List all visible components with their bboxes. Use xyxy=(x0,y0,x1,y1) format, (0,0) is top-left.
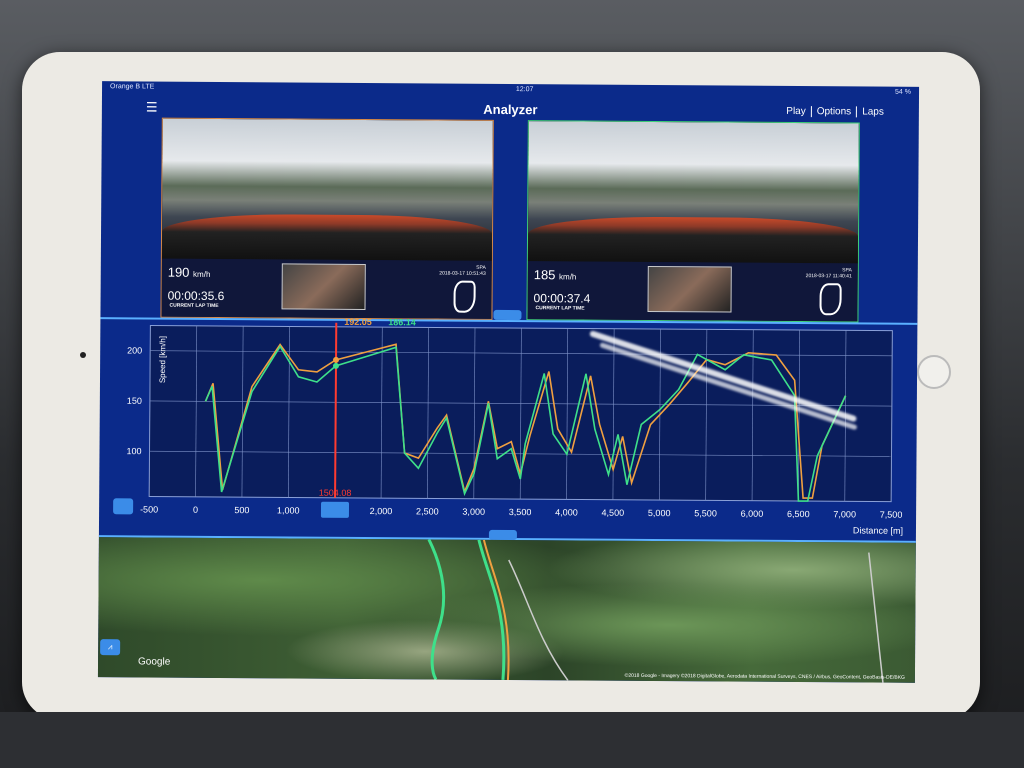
road xyxy=(868,552,884,683)
track-line-green xyxy=(427,538,446,681)
track-overlay xyxy=(427,538,884,683)
grid-line-x xyxy=(566,328,569,500)
distance-cursor xyxy=(334,322,338,498)
incar-camera xyxy=(281,263,366,310)
speed-unit: km/h xyxy=(193,269,211,279)
lap-time: 00:00:37.4 xyxy=(533,291,591,306)
grid-line-x xyxy=(380,327,383,499)
x-tick-label: -500 xyxy=(140,504,158,514)
video-lap-1[interactable]: 190 km/h 00:00:35.6 CURRENT LAP TIME SPA… xyxy=(160,117,494,320)
track-line-orange xyxy=(482,539,510,681)
speed-chart[interactable]: -50005001,0001,5002,0002,5003,0003,5004,… xyxy=(99,311,918,545)
track-info: SPA 2018-03-17 10:51:43 xyxy=(439,265,486,277)
grid-line-y xyxy=(149,450,892,457)
road xyxy=(508,559,569,681)
speed-series-1 xyxy=(204,343,847,499)
speed-value: 190 xyxy=(167,264,190,280)
lap-time: 00:00:35.6 xyxy=(167,288,225,304)
grid-line-y xyxy=(149,400,892,407)
x-tick-label: 5,000 xyxy=(648,508,671,518)
options-button[interactable]: Options xyxy=(810,106,857,118)
cursor-value-2: 186.14 xyxy=(388,317,416,327)
incar-camera xyxy=(647,265,732,313)
cursor-label: 1504.08 xyxy=(319,488,352,498)
grid-line-x xyxy=(890,330,893,502)
x-tick-label: 3,000 xyxy=(462,507,485,517)
x-tick-label: 7,500 xyxy=(880,510,903,520)
carrier: Orange B LTE xyxy=(110,83,155,91)
cursor-value-1: 192.05 xyxy=(344,317,372,327)
grid-line-x xyxy=(241,326,244,498)
x-tick-label: 6,500 xyxy=(787,509,810,519)
cursor-marker xyxy=(332,362,339,369)
x-axis-label: Distance [m] xyxy=(853,525,903,535)
video-lap-2[interactable]: 185 km/h 00:00:37.4 CURRENT LAP TIME SPA… xyxy=(526,120,860,323)
x-tick-label: 1,000 xyxy=(277,505,300,515)
battery: 54 % xyxy=(895,88,912,96)
car-hood xyxy=(527,216,859,264)
speed-readout: 185 km/h xyxy=(534,267,577,282)
satellite-map[interactable]: ⩘ Google ©2018 Google - Imagery ©2018 Di… xyxy=(97,537,916,683)
y-tick-label: 200 xyxy=(127,345,142,355)
speed-value: 185 xyxy=(533,267,556,283)
laps-button[interactable]: Laps xyxy=(856,106,889,118)
x-tick-label: 4,000 xyxy=(555,507,578,517)
x-tick-label: 3,500 xyxy=(509,507,532,517)
track-map-icon xyxy=(453,280,476,313)
session-date: 2018-03-17 10:51:43 xyxy=(439,270,486,277)
clock: 12:07 xyxy=(515,86,534,94)
y-tick-label: 150 xyxy=(127,396,142,406)
x-tick-label: 500 xyxy=(234,505,249,515)
x-tick-label: 5,500 xyxy=(694,508,717,518)
track-map-icon xyxy=(819,283,842,316)
x-tick-label: 7,000 xyxy=(833,509,856,519)
telemetry-overlay: 185 km/h 00:00:37.4 CURRENT LAP TIME SPA… xyxy=(527,261,858,323)
grid-line-x xyxy=(427,327,429,499)
grid-line-x xyxy=(798,330,800,502)
speed-series-2 xyxy=(204,344,847,502)
x-tick-label: 2,000 xyxy=(370,506,393,516)
keyboard xyxy=(0,712,1024,768)
lap-time-label: CURRENT LAP TIME xyxy=(169,302,219,309)
chart-toggle-icon[interactable]: ⩘ xyxy=(100,639,121,656)
logo xyxy=(748,297,788,309)
session-date: 2018-03-17 11:40:41 xyxy=(805,273,852,280)
google-logo: Google xyxy=(137,656,171,668)
home-button[interactable] xyxy=(917,355,951,389)
splitter-handle[interactable] xyxy=(488,529,517,541)
telemetry-overlay: 190 km/h 00:00:35.6 CURRENT LAP TIME SPA… xyxy=(161,258,492,320)
x-tick-label: 4,500 xyxy=(602,508,625,518)
y-tick-label: 100 xyxy=(126,446,141,456)
chart-mode-button[interactable] xyxy=(113,498,134,515)
speed-readout: 190 km/h xyxy=(168,265,211,280)
play-button[interactable]: Play xyxy=(786,105,806,118)
track-line-green xyxy=(477,539,506,681)
cursor-marker xyxy=(333,356,340,363)
grid-line-x xyxy=(195,325,198,497)
logo xyxy=(382,294,422,306)
y-axis-label: Speed [km/h] xyxy=(158,336,167,383)
grid-line-x xyxy=(751,329,754,501)
car-hood xyxy=(161,213,493,261)
track-info: SPA 2018-03-17 11:40:41 xyxy=(806,267,852,279)
speed-unit: km/h xyxy=(559,272,577,282)
lap-time-label: CURRENT LAP TIME xyxy=(535,305,585,312)
x-tick-label: 6,000 xyxy=(741,509,764,519)
grid-line-x xyxy=(705,329,708,501)
cursor-handle[interactable] xyxy=(320,501,350,518)
x-tick-label: 0 xyxy=(193,505,198,515)
grid-line-x xyxy=(148,325,151,497)
grid-line-x xyxy=(288,326,290,498)
x-tick-label: 2,500 xyxy=(416,506,439,516)
camera xyxy=(80,352,86,358)
app-screen: Orange B LTE 12:07 54 % ☰ Analyzer Play … xyxy=(97,81,920,683)
